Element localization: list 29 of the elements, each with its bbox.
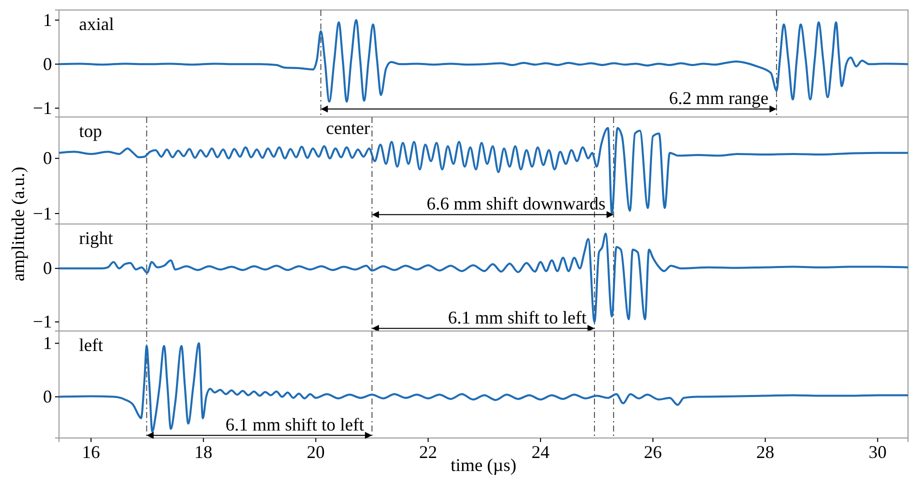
chart-title: right: [79, 228, 113, 248]
line-series: [58, 232, 909, 323]
y-tick-label: 1: [43, 10, 52, 30]
chart-title: axial: [79, 14, 114, 34]
annotation: 6.6 mm shift downwards: [426, 194, 606, 214]
annotation: 6.1 mm shift to left: [448, 307, 586, 328]
y-tick-label: 0: [43, 54, 52, 74]
x-tick-label: 26: [644, 442, 662, 462]
y-axis-title: amplitude (a.u.): [8, 166, 28, 282]
ref-line-label: center: [326, 118, 370, 138]
chart-title: left: [79, 335, 103, 355]
x-axis-title: time (µs): [450, 455, 516, 475]
y-tick-label: −1: [32, 203, 52, 224]
x-tick-label: 24: [532, 442, 550, 462]
y-tick-label: 0: [43, 258, 52, 278]
y-tick-label: 1: [43, 333, 52, 354]
x-tick-label: 16: [82, 442, 100, 462]
x-tick-label: 30: [868, 442, 887, 462]
x-tick-label: 22: [419, 442, 438, 462]
x-tick-label: 28: [756, 442, 774, 462]
y-tick-label: −1: [32, 312, 52, 332]
annotation: 6.1 mm shift to left: [225, 414, 364, 434]
x-tick-label: 18: [194, 442, 212, 462]
y-tick-label: 0: [43, 148, 52, 168]
y-tick-label: −1: [32, 98, 52, 118]
x-tick-label: 20: [306, 442, 325, 462]
annotation: 6.2 mm range: [669, 88, 769, 108]
chart-title: top: [79, 121, 102, 141]
y-tick-label: 0: [43, 386, 52, 407]
